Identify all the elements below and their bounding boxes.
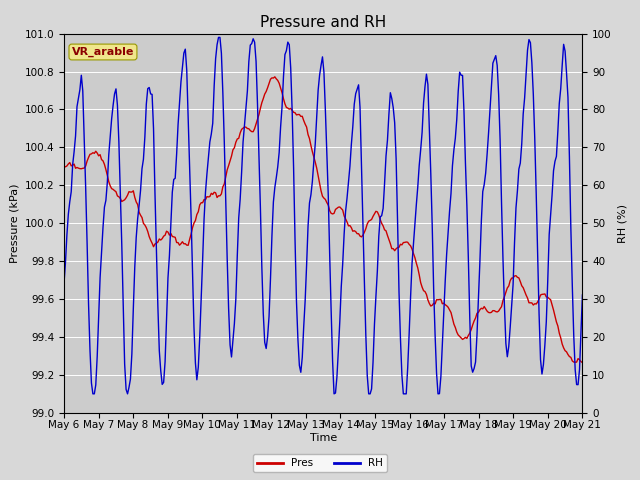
RH: [242, 104, 250, 109]
Pres: [241, 124, 248, 130]
RH: [234, 253, 241, 259]
RH: [365, 391, 372, 397]
Pres: [271, 74, 278, 80]
Legend: Pres, RH: Pres, RH: [253, 454, 387, 472]
Line: RH: RH: [64, 37, 582, 394]
RH: [124, 391, 131, 396]
Pres: [232, 139, 239, 145]
Text: VR_arable: VR_arable: [72, 47, 134, 57]
X-axis label: Time: Time: [310, 433, 337, 443]
Pres: [551, 313, 559, 319]
RH: [288, 108, 296, 114]
Pres: [60, 164, 68, 169]
RH: [579, 292, 586, 298]
RH: [216, 35, 224, 40]
Y-axis label: RH (%): RH (%): [618, 204, 627, 243]
Pres: [124, 192, 131, 198]
Pres: [214, 193, 222, 199]
Y-axis label: Pressure (kPa): Pressure (kPa): [9, 183, 19, 263]
Title: Pressure and RH: Pressure and RH: [260, 15, 387, 30]
Line: Pres: Pres: [64, 77, 582, 362]
RH: [214, 35, 222, 40]
Pres: [288, 108, 296, 113]
Pres: [579, 360, 586, 365]
RH: [60, 281, 68, 287]
RH: [552, 154, 560, 159]
